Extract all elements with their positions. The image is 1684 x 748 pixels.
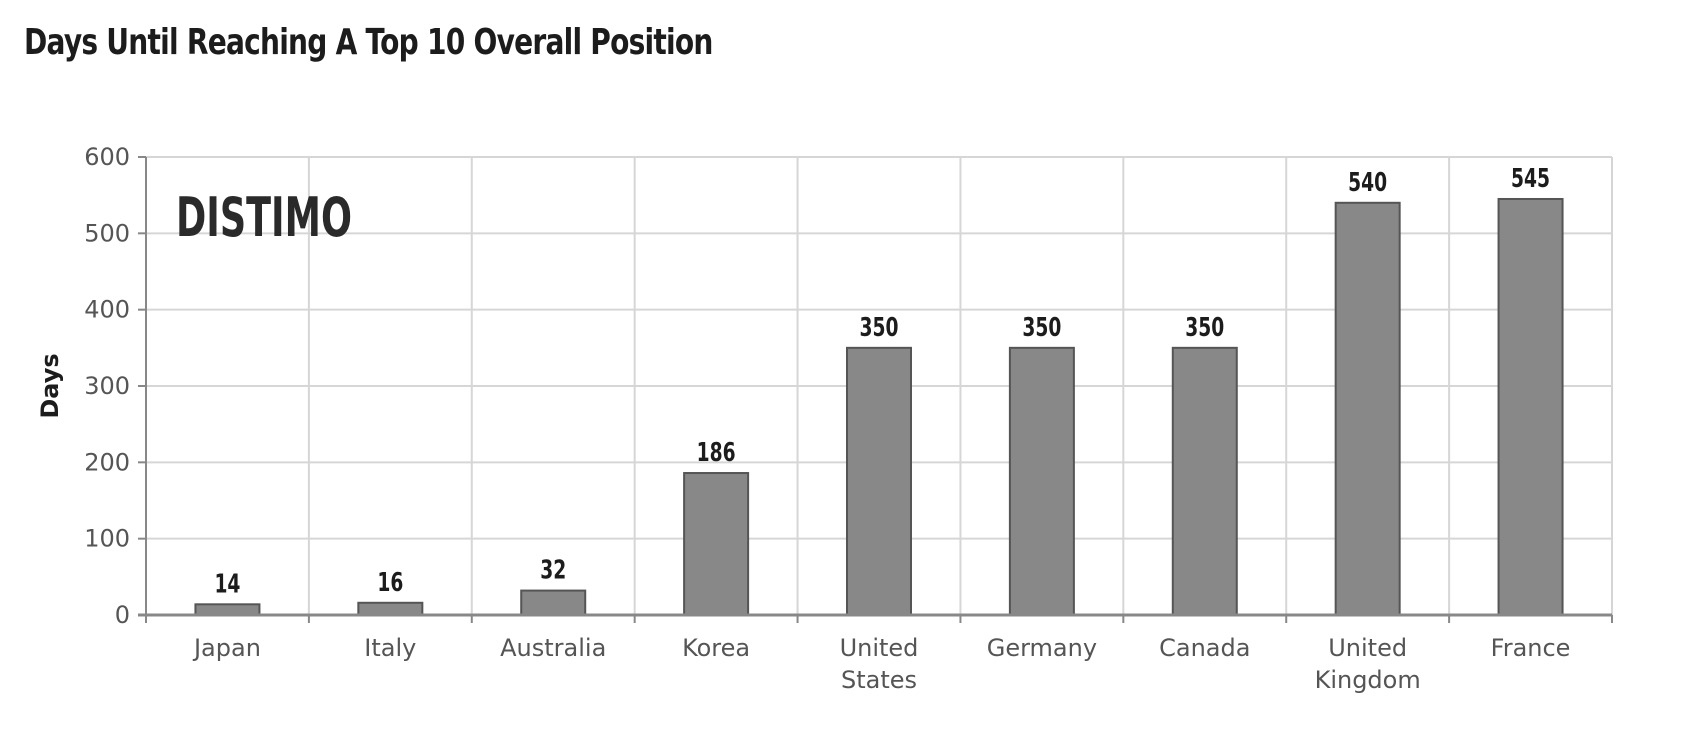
data-label: 32 <box>540 556 566 586</box>
data-label: 16 <box>377 568 403 598</box>
bar <box>1008 346 1075 616</box>
y-tick-label: 400 <box>84 296 130 324</box>
data-label: 14 <box>214 569 240 599</box>
x-tick-label: Canada <box>1159 634 1250 662</box>
x-tick-label: Australia <box>500 634 606 662</box>
bar <box>357 601 424 617</box>
x-tick-label: Germany <box>987 634 1097 662</box>
x-tick-label: France <box>1491 634 1571 662</box>
axes <box>138 156 1613 623</box>
data-label: 350 <box>1022 313 1061 343</box>
data-label: 350 <box>1185 313 1224 343</box>
y-axis-ticks: 0 100 200 300 400 500 600 <box>84 143 130 629</box>
x-tick-label: Korea <box>682 634 750 662</box>
x-tick-label: Italy <box>364 634 416 662</box>
y-axis-label: Days <box>36 353 64 418</box>
y-tick-label: 100 <box>84 525 130 553</box>
x-axis-ticks: Japan Italy Australia Korea United States Germ… <box>192 634 1570 694</box>
x-tick-label: Kingdom <box>1315 666 1421 694</box>
data-label: 540 <box>1348 168 1387 198</box>
chart-title: Days Until Reaching A Top 10 Overall Pos… <box>24 22 713 63</box>
bar <box>1171 346 1238 616</box>
bar <box>194 603 261 617</box>
y-tick-label: 200 <box>84 448 130 476</box>
y-tick-label: 600 <box>84 143 130 171</box>
distimo-logo: DISTIMO <box>176 186 352 249</box>
data-labels: 14 16 32 186 350 350 350 540 545 <box>214 164 1550 599</box>
y-tick-label: 0 <box>115 601 130 629</box>
x-tick-label: United <box>840 634 919 662</box>
bars <box>194 197 1564 617</box>
data-label: 545 <box>1511 164 1550 194</box>
y-tick-label: 300 <box>84 372 130 400</box>
data-label: 186 <box>697 438 736 468</box>
x-tick-label: United <box>1328 634 1407 662</box>
bar <box>846 346 912 616</box>
data-label: 350 <box>860 313 899 343</box>
x-tick-label: Japan <box>192 634 261 662</box>
bar <box>1497 197 1564 616</box>
bar <box>1334 201 1401 617</box>
x-tick-label: States <box>841 666 917 694</box>
bar <box>683 472 750 616</box>
bar <box>520 589 587 616</box>
y-tick-label: 500 <box>84 219 130 247</box>
